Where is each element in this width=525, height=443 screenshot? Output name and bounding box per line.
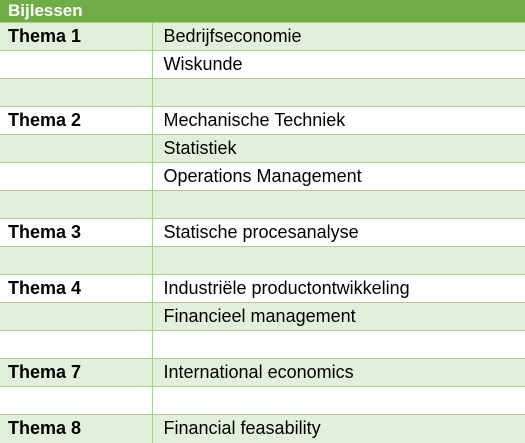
thema-cell[interactable] [0,246,153,275]
thema-cell[interactable]: Thema 3 [0,218,153,247]
thema-cell[interactable] [0,78,153,107]
course-cell[interactable]: Operations Management [152,162,525,191]
table-row [0,78,525,107]
table-row [0,330,525,359]
thema-cell[interactable] [0,330,153,359]
course-cell[interactable] [152,386,525,415]
table-row: Thema 3 Statische procesanalyse [0,218,525,247]
table-row: Financieel management [0,302,525,331]
table-row: Statistiek [0,134,525,163]
course-cell[interactable]: Financial feasability [152,414,525,443]
course-cell[interactable]: International economics [152,358,525,387]
thema-cell[interactable]: Thema 4 [0,274,153,303]
thema-cell[interactable]: Thema 1 [0,22,153,51]
thema-cell[interactable] [0,386,153,415]
course-cell[interactable]: Mechanische Techniek [152,106,525,135]
course-cell[interactable]: Financieel management [152,302,525,331]
table-header[interactable]: Bijlessen [0,0,525,22]
table-row [0,190,525,219]
thema-cell[interactable] [0,190,153,219]
thema-cell[interactable] [0,302,153,331]
table-row: Thema 2 Mechanische Techniek [0,106,525,135]
table-row [0,386,525,415]
thema-cell[interactable]: Thema 2 [0,106,153,135]
thema-cell[interactable] [0,50,153,79]
table-row: Thema 7 International economics [0,358,525,387]
table-row: Wiskunde [0,50,525,79]
course-cell[interactable]: Bedrijfseconomie [152,22,525,51]
table-row [0,246,525,275]
table-row: Thema 4 Industriële productontwikkeling [0,274,525,303]
thema-cell[interactable] [0,134,153,163]
table-row: Thema 1 Bedrijfseconomie [0,22,525,51]
table-row: Operations Management [0,162,525,191]
course-cell[interactable]: Statistiek [152,134,525,163]
course-cell[interactable]: Statische procesanalyse [152,218,525,247]
course-cell[interactable]: Industriële productontwikkeling [152,274,525,303]
thema-cell[interactable] [0,162,153,191]
schedule-table: Thema 1 Bedrijfseconomie Wiskunde Thema … [0,22,525,443]
course-cell[interactable] [152,78,525,107]
course-cell[interactable] [152,190,525,219]
thema-cell[interactable]: Thema 8 [0,414,153,443]
course-cell[interactable]: Wiskunde [152,50,525,79]
thema-cell[interactable]: Thema 7 [0,358,153,387]
course-cell[interactable] [152,246,525,275]
table-row: Thema 8 Financial feasability [0,414,525,443]
course-cell[interactable] [152,330,525,359]
